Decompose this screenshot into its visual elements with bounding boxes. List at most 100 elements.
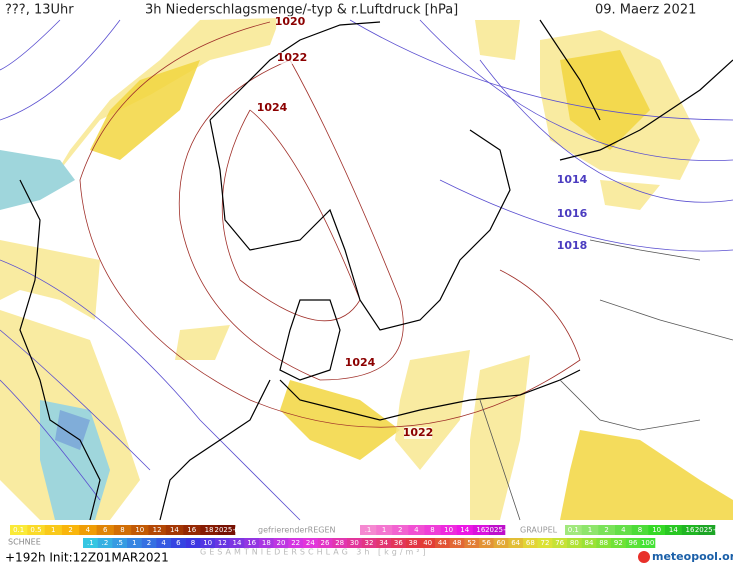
- legend-swatch: [112, 538, 128, 548]
- legend-swatch: [229, 538, 245, 548]
- legend-tick: 32: [365, 539, 374, 547]
- legend-tick: 56: [482, 539, 491, 547]
- legend-tick: 24: [306, 539, 315, 547]
- legend-swatch: [565, 525, 582, 535]
- legend-tick: 16: [187, 526, 196, 534]
- legend-swatch: [376, 525, 393, 535]
- legend-swatch: [244, 538, 260, 548]
- isobar-label-bg: [258, 102, 286, 114]
- legend-swatch: [200, 538, 216, 548]
- legend-swatch: [332, 538, 348, 548]
- legend-tick: 2: [398, 526, 402, 534]
- legend-swatch: [567, 538, 582, 548]
- legend-swatch: [27, 525, 45, 535]
- legend-swatch: [113, 525, 132, 535]
- legend-swatch: [493, 538, 509, 548]
- legend-tick: 80: [570, 539, 579, 547]
- legend-swatch: [171, 538, 186, 548]
- isobar-label: 1020: [275, 15, 306, 28]
- legend-tick: 8: [191, 539, 195, 547]
- logo-icon: [638, 551, 650, 563]
- legend-tick: 8: [430, 526, 434, 534]
- legend-swatch: [156, 538, 172, 548]
- legend-swatch: [681, 525, 699, 535]
- legend-tick: 12: [153, 526, 162, 534]
- legend-swatch: [596, 538, 612, 548]
- legend-tick: 38: [409, 539, 418, 547]
- legend-swatch: [391, 538, 406, 548]
- isobar-label: 1016: [557, 207, 588, 220]
- legend-swatch: [581, 525, 599, 535]
- legend-tick: 92: [614, 539, 623, 547]
- legend-tick: 14: [460, 526, 469, 534]
- legend-tick: 2025+: [695, 526, 719, 534]
- legend-swatch: [215, 538, 230, 548]
- legend-swatch: [360, 525, 377, 535]
- legend-swatch: [611, 538, 626, 548]
- legend-tick: 52: [467, 539, 476, 547]
- legend-swatch: [288, 538, 304, 548]
- isobar-label-bg: [346, 357, 374, 369]
- legend-tick: 14: [669, 526, 678, 534]
- legend-tick: 14: [233, 539, 242, 547]
- legend-swatch: [581, 538, 597, 548]
- legend-swatch: [183, 525, 201, 535]
- legend-tick: 88: [599, 539, 608, 547]
- isobar-label: 1024: [257, 101, 288, 114]
- graupel-label: GRAUPEL: [520, 526, 558, 535]
- legend-swatch: [640, 538, 656, 548]
- legend-tick: 1: [588, 526, 592, 534]
- legend-tick: 0.5: [30, 526, 41, 534]
- legend-tick: 48: [453, 539, 462, 547]
- legend-tick: 2: [147, 539, 151, 547]
- legend-tick: 4: [161, 539, 166, 547]
- legend-swatch: [273, 538, 289, 548]
- legend-tick: 16: [247, 539, 256, 547]
- legend-swatch: [392, 525, 409, 535]
- precipitation: [0, 18, 733, 520]
- legend-swatch: [141, 538, 157, 548]
- legend-swatch: [10, 525, 28, 535]
- legend-swatch: [376, 538, 392, 548]
- legend-swatch: [303, 538, 318, 548]
- isobar-label-bg: [404, 427, 432, 439]
- legend-swatch: [598, 525, 616, 535]
- legend-tick: 68: [526, 539, 535, 547]
- legend-swatch: [405, 538, 421, 548]
- legend-tick: 4: [86, 526, 91, 534]
- legend-tick: .2: [102, 539, 109, 547]
- legend-tick: 16: [686, 526, 695, 534]
- isobar-label-bg: [558, 174, 586, 186]
- legend-swatch: [424, 525, 441, 535]
- legend-tick: 10: [135, 526, 144, 534]
- legend-tick: 18: [205, 526, 214, 534]
- legend-swatch: [408, 525, 425, 535]
- isobar-label-bg: [276, 16, 304, 28]
- legend-tick: 10: [652, 526, 661, 534]
- legend-swatch: [508, 538, 524, 548]
- legend-tick: 2025+: [485, 526, 509, 534]
- logo: meteopool.org: [652, 550, 733, 563]
- legend-swatch: [44, 525, 63, 535]
- legend-tick: 36: [394, 539, 403, 547]
- legend-tick: 28: [335, 539, 344, 547]
- coastlines: [19, 19, 733, 521]
- legend-swatch: [127, 538, 142, 548]
- legend-tick: 16: [476, 526, 485, 534]
- legend-swatch: [96, 525, 115, 535]
- legend-swatch: [488, 525, 506, 535]
- legend-tick: 4: [621, 526, 626, 534]
- legend-tick: 18: [262, 539, 271, 547]
- legend-swatch: [97, 538, 113, 548]
- legend-tick: .5: [116, 539, 123, 547]
- legend-swatch: [420, 538, 436, 548]
- legend-swatch: [165, 525, 184, 535]
- isobar-label: 1024: [345, 356, 376, 369]
- map-title: 3h Niederschlagsmenge/-typ & r.Luftdruck…: [145, 3, 458, 18]
- legend-swatch: [464, 538, 480, 548]
- isobar-label-bg: [558, 208, 586, 220]
- legend-swatch: [472, 525, 490, 535]
- legend-tick: 6: [103, 526, 108, 534]
- legend-tick: 44: [438, 539, 447, 547]
